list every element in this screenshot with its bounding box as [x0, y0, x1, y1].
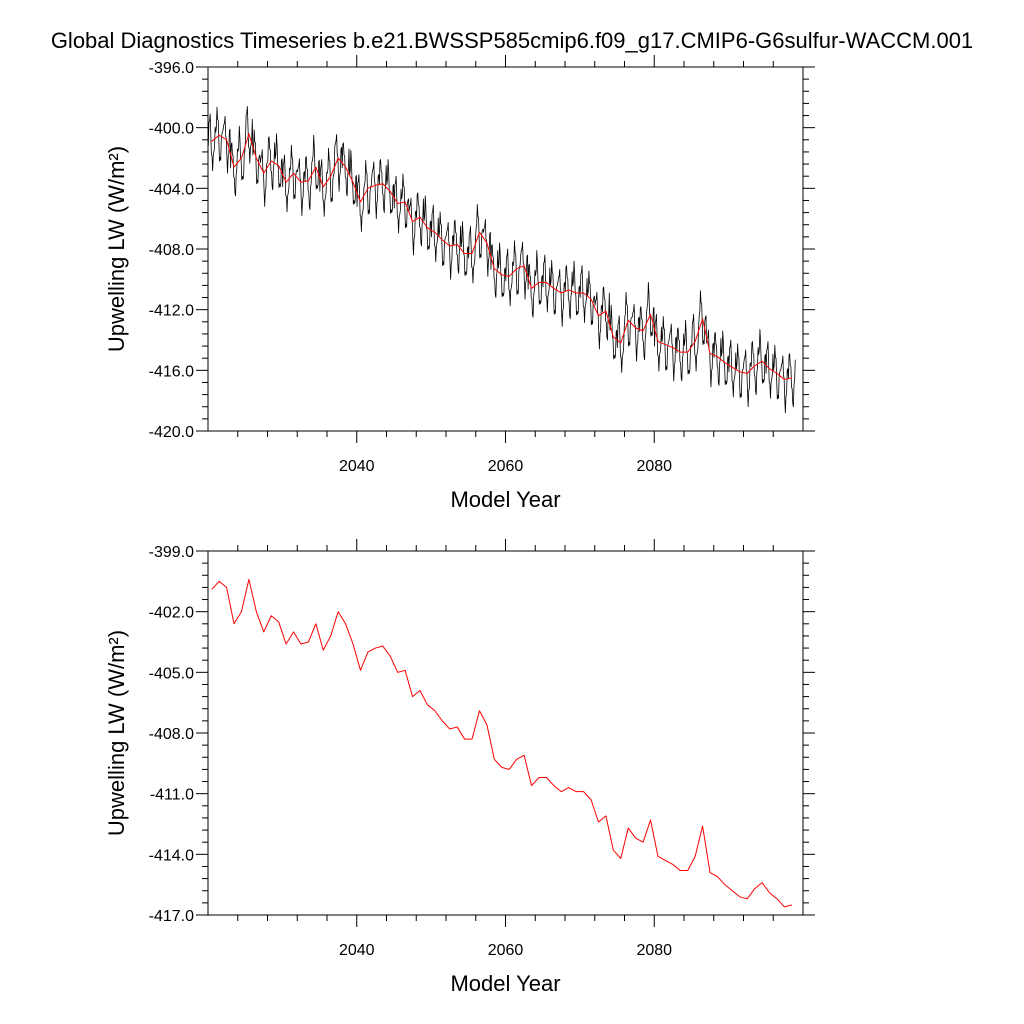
y-tick-label: -400.0: [149, 121, 194, 138]
x-tick-label: 2060: [488, 942, 524, 959]
y-tick-label: -414.0: [149, 847, 194, 864]
y-tick-label: -411.0: [150, 787, 194, 804]
x-tick-label: 2060: [488, 458, 524, 475]
x-axis-title: Model Year: [450, 971, 560, 996]
monthly-series-line: [207, 106, 796, 414]
y-tick-label: -402.0: [149, 605, 194, 622]
y-axis-title: Upwelling LW (W/m²): [104, 146, 129, 352]
y-tick-label: -417.0: [149, 908, 194, 925]
x-tick-label: 2080: [636, 942, 672, 959]
plot-frame: [207, 550, 804, 916]
x-tick-label: 2040: [339, 942, 375, 959]
y-tick-label: -408.0: [149, 726, 194, 743]
y-tick-label: -399.0: [149, 544, 194, 561]
y-tick-label: -416.0: [149, 363, 194, 380]
y-tick-label: -396.0: [149, 60, 194, 77]
y-tick-label: -405.0: [149, 665, 194, 682]
y-tick-label: -404.0: [149, 181, 194, 198]
upper-panel: -420.0 -416.0 -412.0 -408.0 -404.0 -400.0 -396…: [104, 55, 815, 512]
x-axis-title: Model Year: [450, 487, 560, 512]
x-tick-label: 2080: [636, 458, 672, 475]
lower-panel: -417.0 -414.0 -411.0 -408.0 -405.0 -402.0 -399…: [104, 539, 815, 996]
annual-mean-series-line: [211, 578, 792, 908]
y-axis-title: Upwelling LW (W/m²): [104, 630, 129, 836]
y-tick-label: -420.0: [149, 424, 194, 441]
y-tick-label: -408.0: [149, 242, 194, 259]
plot-frame: [207, 66, 804, 432]
annual-mean-series-line: [211, 133, 792, 380]
x-tick-label: 2040: [339, 458, 375, 475]
y-tick-label: -412.0: [149, 303, 194, 320]
chart-title: Global Diagnostics Timeseries b.e21.BWSS…: [50, 28, 974, 53]
